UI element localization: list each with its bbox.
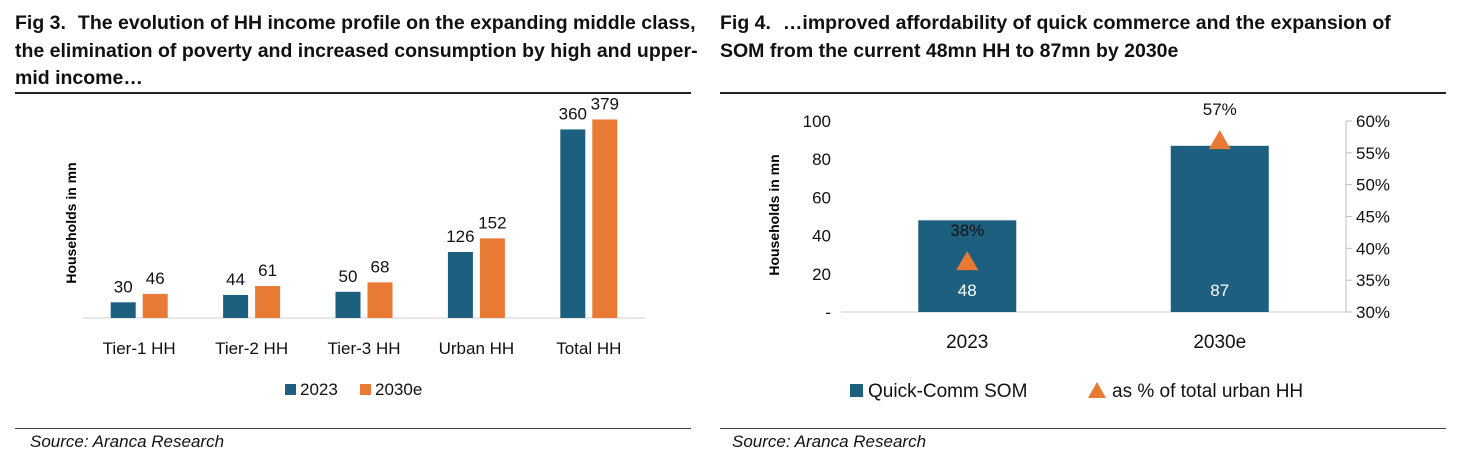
fig3-chart: Households in mn 30 46 Tier-1 HH 44 61 Tier-2 … — [63, 95, 645, 399]
data-label-2023-1: 44 — [226, 270, 245, 289]
bar-2030e-1 — [255, 286, 281, 318]
legend-marker-triangle — [1088, 382, 1106, 398]
marker-triangle-0 — [956, 251, 979, 271]
y-tick-label-3: 60 — [812, 188, 831, 207]
data-label-2030e-4: 379 — [591, 95, 619, 113]
x-tick-label-4: Total HH — [556, 339, 621, 358]
bar-2023-3 — [447, 252, 473, 318]
fig4-chart: Households in mn - 20 40 60 80 100 30% 35% 40% 45%… — [766, 100, 1390, 402]
fig4-top-rule — [720, 92, 1446, 94]
data-label-2030e-1: 61 — [258, 261, 277, 280]
bar-2023-0 — [110, 302, 136, 318]
fig4-number: Fig 4. — [720, 12, 771, 34]
marker-value-label-1: 57% — [1203, 100, 1237, 119]
data-label-2023-2: 50 — [339, 267, 358, 286]
bar-som-1 — [1170, 145, 1269, 312]
x-tick-label-0: Tier-1 HH — [103, 339, 176, 358]
bar-2023-1 — [223, 294, 249, 318]
x-tick-label-0: 2023 — [946, 332, 988, 353]
y2-tick-label-2: 40% — [1356, 239, 1390, 258]
y2-tick-label-0: 30% — [1356, 303, 1390, 322]
data-label-2023-3: 126 — [446, 227, 474, 246]
x-tick-label-1: Tier-2 HH — [215, 339, 288, 358]
y2-tick-label-5: 55% — [1356, 144, 1390, 163]
data-label-2030e-3: 152 — [478, 213, 506, 232]
fig4-title-text: …improved affordability of quick commerc… — [720, 12, 1391, 62]
bar-2030e-0 — [142, 293, 168, 318]
fig4-source: Source: Aranca Research — [732, 432, 927, 451]
fig3-title: Fig 3. The evolution of HH income profile… — [15, 10, 700, 93]
x-tick-label-2: Tier-3 HH — [327, 339, 400, 358]
legend-swatch-2030e — [360, 384, 371, 395]
legend-swatch-som — [850, 384, 863, 397]
fig4-bottom-rule — [720, 428, 1446, 429]
data-label-2023-4: 360 — [559, 104, 587, 123]
fig3-number: Fig 3. — [15, 12, 66, 34]
legend-label-2023: 2023 — [300, 380, 338, 399]
fig3-panel: Fig 3. The evolution of HH income profile… — [0, 0, 700, 459]
legend-swatch-2023 — [285, 384, 296, 395]
fig3-bottom-rule — [15, 428, 691, 429]
bar-value-label-0: 48 — [958, 281, 977, 300]
fig4-panel: Fig 4. …improved affordability of quick c… — [716, 0, 1462, 459]
y-tick-label-1: 20 — [812, 265, 831, 284]
legend-label-som: Quick-Comm SOM — [868, 381, 1027, 402]
data-label-2030e-0: 46 — [146, 269, 165, 288]
legend-label-2030e: 2030e — [375, 380, 422, 399]
x-tick-label-1: 2030e — [1193, 332, 1246, 353]
bar-2023-4 — [560, 129, 586, 318]
bar-2030e-2 — [367, 282, 393, 318]
bar-2030e-3 — [479, 238, 505, 318]
data-label-2023-0: 30 — [114, 277, 133, 296]
marker-value-label-0: 38% — [950, 221, 984, 240]
fig3-top-rule — [15, 92, 691, 94]
y-axis-label: Households in mn — [63, 162, 79, 283]
y2-tick-label-4: 50% — [1356, 176, 1390, 195]
bar-2030e-4 — [592, 119, 618, 318]
marker-triangle-1 — [1208, 130, 1231, 150]
y-tick-label-4: 80 — [812, 150, 831, 169]
y2-tick-label-1: 35% — [1356, 271, 1390, 290]
y-tick-label-2: 40 — [812, 227, 831, 246]
y-axis-label: Households in mn — [766, 154, 782, 275]
y2-tick-label-6: 60% — [1356, 112, 1390, 131]
y-tick-label-5: 100 — [803, 112, 831, 131]
y2-tick-label-3: 45% — [1356, 208, 1390, 227]
fig4-title: Fig 4. …improved affordability of quick c… — [720, 10, 1440, 65]
bar-2023-2 — [335, 291, 361, 318]
bar-value-label-1: 87 — [1210, 281, 1229, 300]
fig3-source: Source: Aranca Research — [30, 432, 225, 451]
x-tick-label-3: Urban HH — [439, 339, 515, 358]
legend-label-share: as % of total urban HH — [1112, 381, 1303, 402]
y-tick-label-0: - — [825, 303, 831, 322]
data-label-2030e-2: 68 — [371, 257, 390, 276]
fig3-title-text: The evolution of HH income profile on th… — [15, 12, 698, 89]
